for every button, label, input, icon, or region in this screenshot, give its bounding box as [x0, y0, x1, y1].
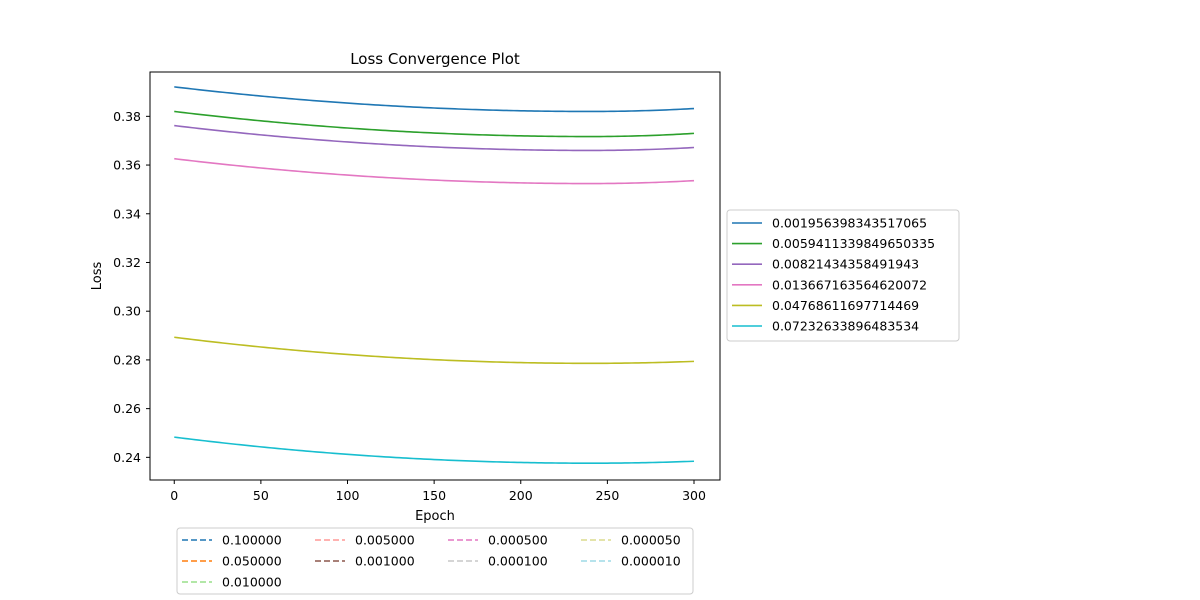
bottom-legend-label: 0.000500: [488, 533, 548, 548]
bottom-legend-label: 0.050000: [222, 554, 282, 569]
y-tick-label: 0.36: [113, 158, 141, 173]
x-tick-label: 300: [682, 488, 706, 503]
bottom-legend-label: 0.010000: [222, 575, 282, 590]
series-line: [174, 157, 695, 185]
series-line: [174, 86, 695, 113]
x-tick-label: 50: [253, 488, 269, 503]
bottom-legend-frame: [176, 527, 694, 595]
series-layer: [174, 86, 695, 464]
x-axis-label: Epoch: [415, 509, 455, 524]
y-tick-label: 0.26: [113, 401, 141, 416]
y-axis-label: Loss: [90, 262, 105, 291]
series-line: [174, 436, 695, 464]
x-tick-label: 250: [595, 488, 619, 503]
right-legend-label: 0.04768611697714469: [772, 298, 919, 313]
series-line: [174, 336, 695, 365]
bottom-legend-label: 0.000010: [621, 554, 681, 569]
right-legend-frame: [726, 209, 960, 342]
bottom-legend-label: 0.005000: [355, 533, 415, 548]
bottom-legend: 0.100000 0.050000 0.010000 0.005000 0.001000…: [176, 527, 694, 595]
right-legend-label: 0.001956398343517065: [772, 216, 927, 231]
right-legend-label: 0.00821434358491943: [772, 257, 919, 272]
right-legend-label: 0.07232633896483534: [772, 319, 919, 334]
y-tick-label: 0.24: [113, 450, 141, 465]
right-legend: 0.001956398343517065 0.005941133984965033…: [726, 209, 960, 342]
y-tick-label: 0.38: [113, 109, 141, 124]
chart-title: Loss Convergence Plot: [350, 50, 520, 68]
series-line: [174, 124, 695, 152]
x-axis-ticks: 0 50 100 150 200 250 300: [170, 480, 706, 503]
y-axis-ticks: 0.24 0.26 0.28 0.30 0.32 0.34 0.36 0.38: [113, 109, 150, 465]
x-tick-label: 150: [422, 488, 446, 503]
bottom-legend-label: 0.001000: [355, 554, 415, 569]
plot-frame: [149, 71, 721, 481]
bottom-legend-label: 0.000100: [488, 554, 548, 569]
y-tick-label: 0.34: [113, 206, 141, 221]
bottom-legend-label: 0.000050: [621, 533, 681, 548]
x-tick-label: 200: [509, 488, 533, 503]
y-tick-label: 0.32: [113, 255, 141, 270]
right-legend-label: 0.013667163564620072: [772, 277, 927, 292]
x-tick-label: 0: [170, 488, 178, 503]
bottom-legend-label: 0.100000: [222, 533, 282, 548]
y-tick-label: 0.30: [113, 304, 141, 319]
series-line: [174, 110, 695, 138]
x-tick-label: 100: [336, 488, 360, 503]
y-tick-label: 0.28: [113, 352, 141, 367]
right-legend-label: 0.0059411339849650335: [772, 236, 935, 251]
